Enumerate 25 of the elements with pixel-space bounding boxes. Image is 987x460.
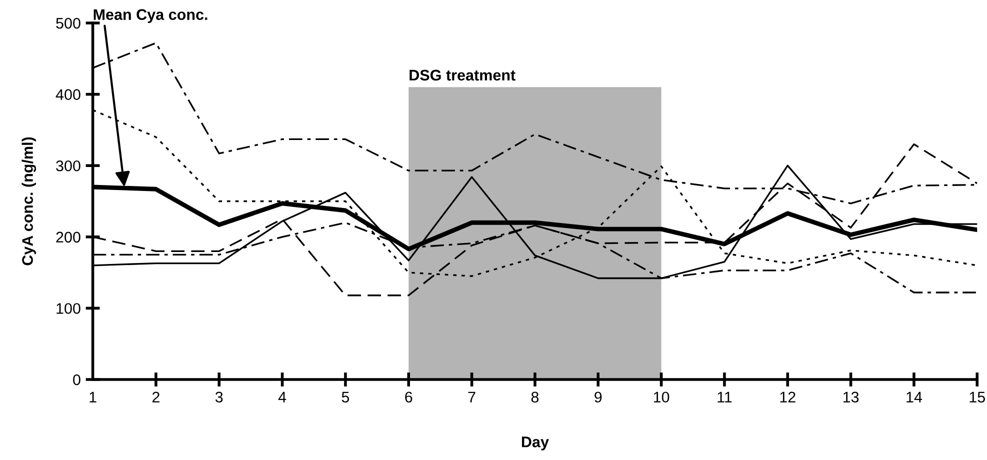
x-tick-label: 2 [152,392,160,402]
y-tick-label: 200 [56,232,80,243]
x-tick-label: 5 [342,392,350,403]
x-axis-title: Day [522,436,549,450]
x-tick-label: 11 [718,392,732,402]
x-tick-label: 6 [405,392,412,403]
x-tick-label: 4 [278,392,286,402]
y-tick-label: 500 [56,18,80,29]
x-tick-label: 7 [468,392,476,402]
y-tick-label: 400 [56,89,80,100]
x-tick-label: 8 [531,392,539,403]
x-tick-label: 12 [780,392,796,402]
x-tick-label: 1 [90,392,96,402]
x-tick-label: 15 [970,392,985,403]
x-tick-label: 10 [654,392,670,403]
y-tick-label: 300 [56,160,80,172]
annotation: Mean Cya conc. [94,9,208,23]
band-label: DSG treatment [410,70,516,81]
x-tick-label: 3 [215,392,223,403]
y-tick-label: 0 [73,374,80,386]
x-tick-label: 13 [843,392,859,403]
y-axis-title: CyA conc. (ng/ml) [22,137,36,266]
x-tick-label: 14 [906,392,922,402]
y-tick-label: 100 [56,303,80,314]
x-tick-label: 9 [594,392,602,403]
